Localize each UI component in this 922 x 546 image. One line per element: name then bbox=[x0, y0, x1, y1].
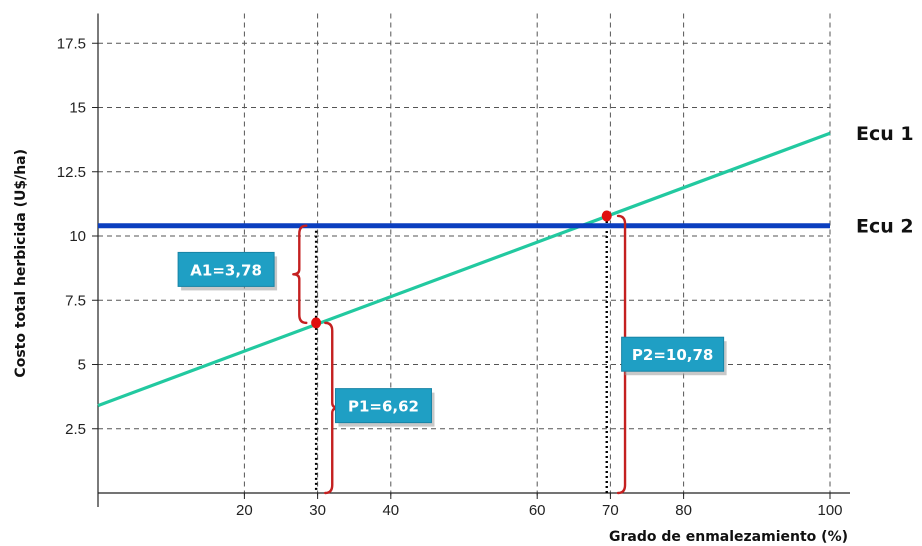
callout-box bbox=[621, 336, 725, 372]
points bbox=[311, 210, 612, 329]
y-tick-label: 5 bbox=[78, 357, 86, 374]
callout-label: A1=3,78 bbox=[190, 261, 262, 279]
annotation-bracket bbox=[292, 224, 308, 325]
intersection-point bbox=[311, 317, 322, 329]
x-tick-label: 100 bbox=[817, 502, 842, 519]
y-tick-label: 7.5 bbox=[65, 292, 86, 309]
y-tick-label: 10 bbox=[69, 228, 86, 245]
tick-labels: 2.5 5 7.5 10 12.5 15 17.5 20 30 40 60 70 80 100 bbox=[57, 35, 843, 519]
x-tick-label: 40 bbox=[382, 502, 399, 519]
grid bbox=[98, 13, 831, 499]
x-tick-label: 70 bbox=[602, 502, 619, 519]
series-labels: Ecu 1 Ecu 2 bbox=[856, 123, 914, 238]
y-axis-title: Costo total herbicida (U$/ha) bbox=[13, 149, 29, 378]
callout-box bbox=[177, 251, 275, 287]
callout-label: P2=10,78 bbox=[632, 346, 713, 364]
intersection-point bbox=[601, 210, 612, 222]
series-line-ecu-1 bbox=[97, 131, 831, 408]
axes bbox=[92, 13, 850, 507]
y-tick-label: 2.5 bbox=[65, 421, 86, 438]
x-tick-label: 20 bbox=[236, 502, 253, 519]
x-tick-label: 80 bbox=[675, 502, 692, 519]
callout-box bbox=[334, 388, 432, 424]
annotations: A1=3,78 P1=6,62 P2=10,78 bbox=[177, 214, 727, 495]
x-tick-label: 60 bbox=[529, 502, 546, 519]
y-tick-label: 15 bbox=[69, 100, 86, 117]
x-axis-title: Grado de enmalezamiento (%) bbox=[609, 529, 848, 545]
series-lines bbox=[97, 131, 831, 408]
x-tick-label: 30 bbox=[309, 502, 326, 519]
series-label-ecu-2: Ecu 2 bbox=[856, 216, 914, 238]
series-label-ecu-1: Ecu 1 bbox=[856, 123, 914, 145]
guide-lines bbox=[314, 215, 608, 493]
y-tick-label: 12.5 bbox=[57, 164, 86, 181]
y-tick-label: 17.5 bbox=[57, 35, 86, 52]
callout-label: P1=6,62 bbox=[348, 398, 419, 416]
